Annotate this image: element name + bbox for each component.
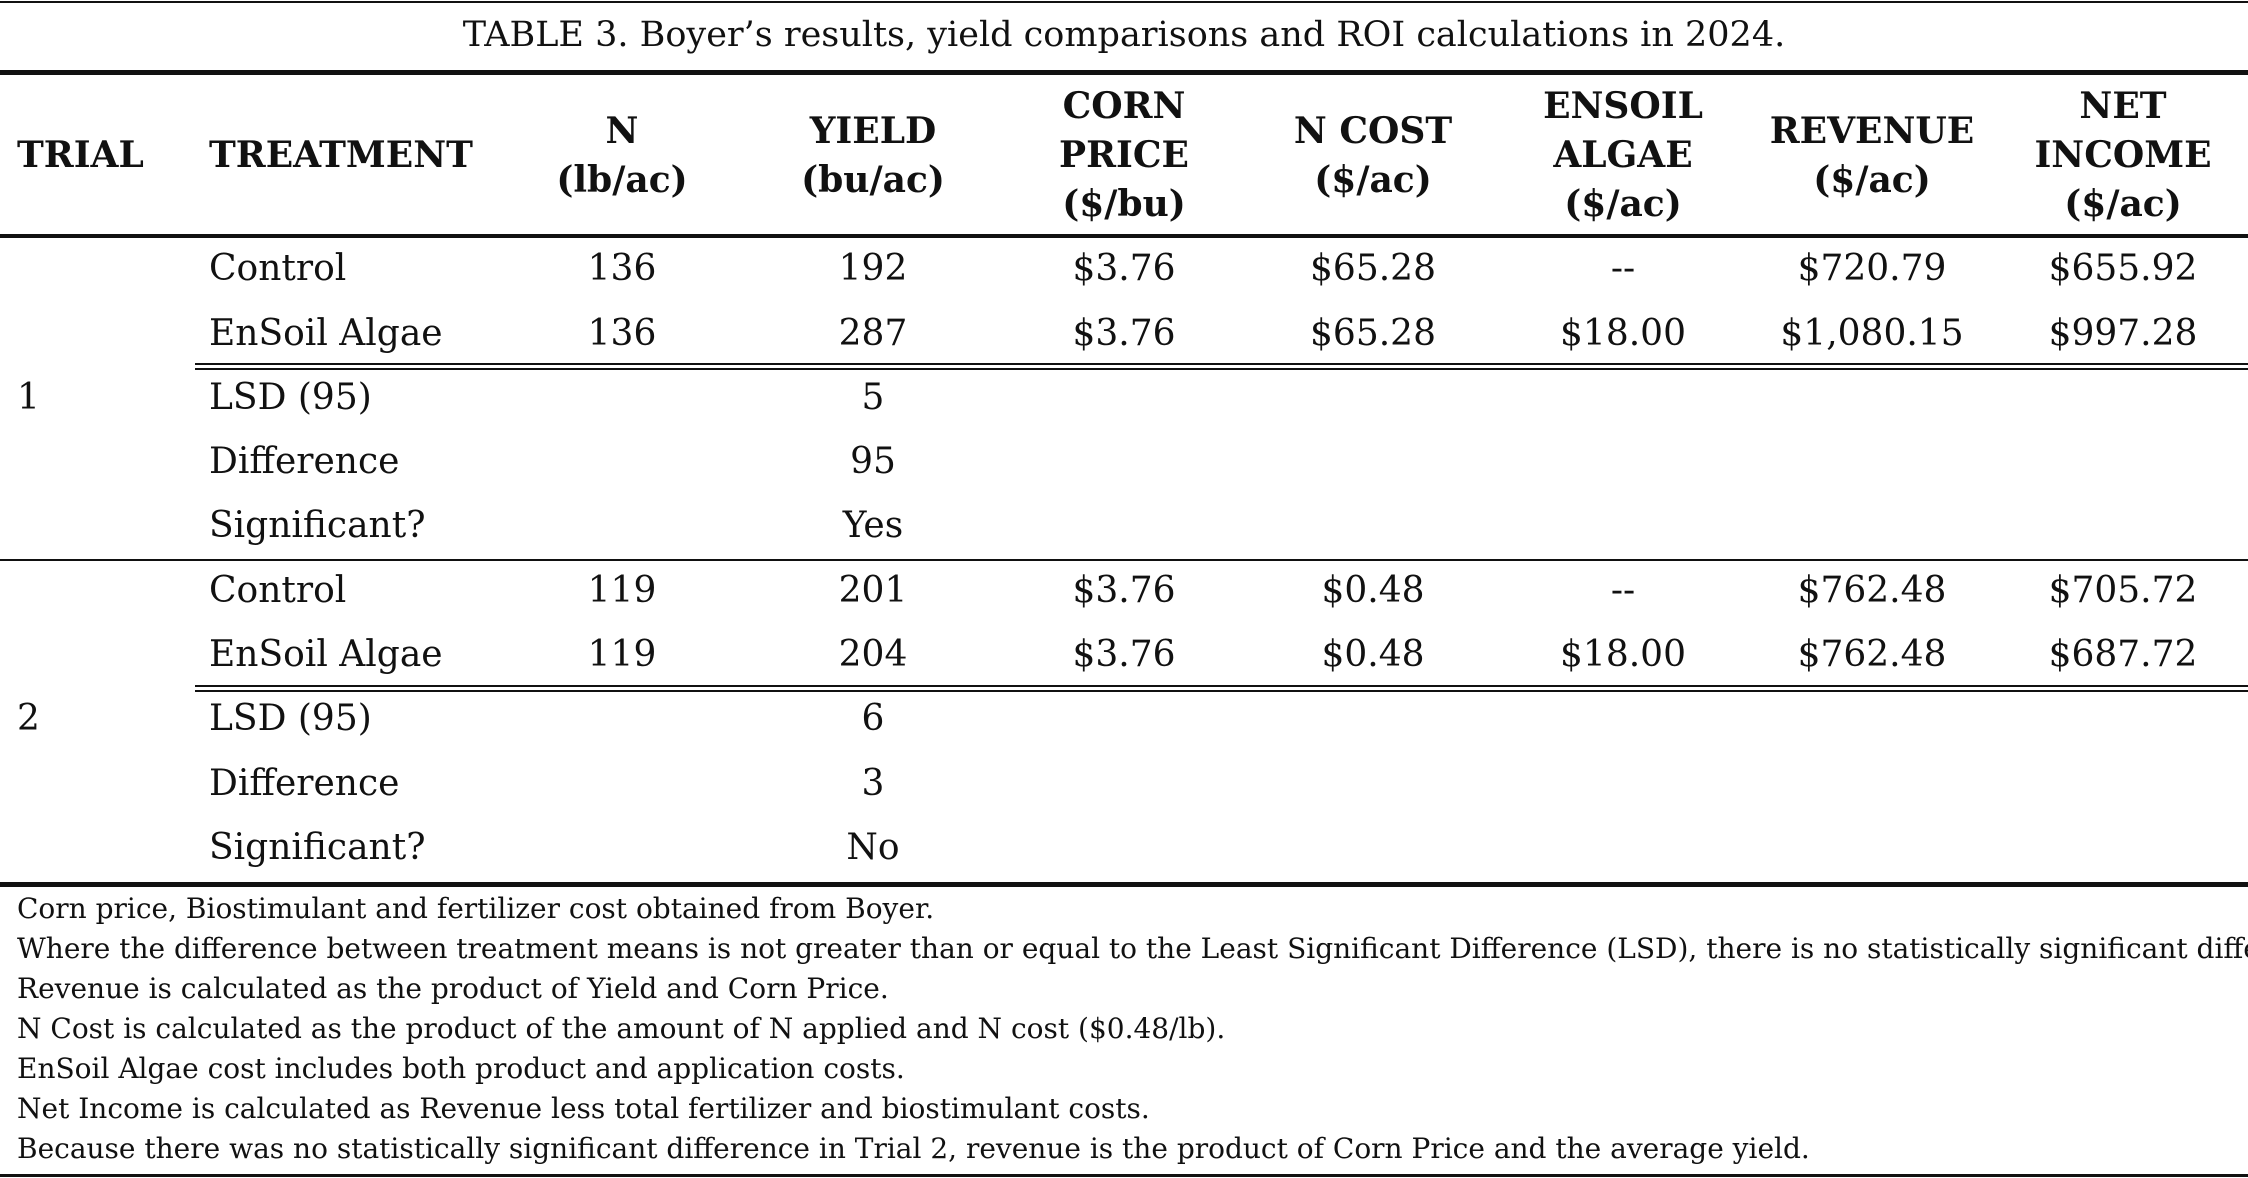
cell: $65.28 [1310,248,1436,290]
column-header: YIELD [809,109,937,152]
cell: $997.28 [2048,312,2198,354]
cell: 119 [587,569,657,611]
cell: $3.76 [1072,312,1176,354]
footnote: Because there was no statistically signi… [17,1131,1810,1165]
cell: $762.48 [1797,634,1947,675]
column-header: ($/bu) [1062,183,1186,226]
column-header: ($/ac) [1813,158,1931,201]
column-header: ($/ac) [1314,158,1432,201]
rule [0,1174,2248,1177]
column-header: (lb/ac) [556,158,688,201]
column-header: CORN [1062,85,1186,128]
rule [0,1,2248,3]
cell: $762.48 [1797,569,1947,611]
cell: 136 [587,248,657,290]
column-header: PRICE [1059,134,1189,177]
column-header: ($/ac) [2064,183,2182,226]
cell: 119 [587,634,657,675]
cell: -- [1610,248,1636,290]
column-header: ALGAE [1553,134,1693,177]
rule [195,363,2248,366]
cell: -- [1610,569,1636,611]
treatment: Control [209,569,347,611]
column-header: N [605,109,639,152]
column-header: TREATMENT [209,134,473,177]
stat-label: LSD (95) [209,376,372,418]
footnote: EnSoil Algae cost includes both product … [17,1051,905,1085]
cell: $720.79 [1797,248,1947,290]
footnote: Net Income is calculated as Revenue less… [17,1091,1150,1125]
rule [195,368,2248,371]
cell: $705.72 [2048,569,2198,611]
cell: $3.76 [1072,634,1176,675]
cell: $3.76 [1072,248,1176,290]
cell: 201 [838,569,908,611]
stat-value: 3 [861,762,885,804]
treatment: Control [209,248,347,290]
rule [0,234,2248,238]
stat-value: Yes [842,505,904,547]
cell: $1,080.15 [1780,312,1964,354]
column-header: NET [2079,85,2167,128]
column-header: ($/ac) [1564,183,1682,226]
trial-number: 1 [17,376,40,418]
stat-value: No [846,826,900,868]
column-header: INCOME [2034,134,2212,177]
footnote: Where the difference between treatment m… [17,931,2248,965]
cell: $18.00 [1560,312,1686,354]
column-header: N COST [1293,109,1453,152]
stat-value: 95 [850,441,896,483]
cell: 192 [838,248,908,290]
cell: $0.48 [1321,569,1425,611]
cell: $0.48 [1321,634,1425,675]
stat-label: Difference [209,441,400,483]
treatment: EnSoil Algae [209,312,443,354]
cell: 204 [838,634,908,675]
footnote: Corn price, Biostimulant and fertilizer … [17,891,935,925]
cell: $18.00 [1560,634,1686,675]
rule [0,559,2248,562]
cell: $65.28 [1310,312,1436,354]
footnote: Revenue is calculated as the product of … [17,971,889,1005]
treatment: EnSoil Algae [209,634,443,675]
rule [195,689,2248,692]
cell: 136 [587,312,657,354]
cell: $655.92 [2048,248,2198,290]
stat-label: Difference [209,762,400,804]
stat-label: LSD (95) [209,698,372,740]
rule [0,881,2248,887]
column-header: REVENUE [1769,109,1975,152]
stat-label: Significant? [209,826,426,868]
stat-label: Significant? [209,505,426,547]
cell: 287 [838,312,908,354]
column-header: (bu/ac) [801,158,945,201]
cell: $687.72 [2048,634,2198,675]
trial-number: 2 [17,698,40,740]
footnote: N Cost is calculated as the product of t… [17,1011,1226,1045]
stat-value: 6 [861,698,885,740]
column-header: TRIAL [17,134,144,177]
cell: $3.76 [1072,569,1176,611]
rule [0,70,2248,75]
column-header: ENSOIL [1543,85,1703,128]
table-title: TABLE 3. Boyer’s results, yield comparis… [462,15,1786,55]
rule [195,684,2248,687]
stat-value: 5 [861,376,885,418]
